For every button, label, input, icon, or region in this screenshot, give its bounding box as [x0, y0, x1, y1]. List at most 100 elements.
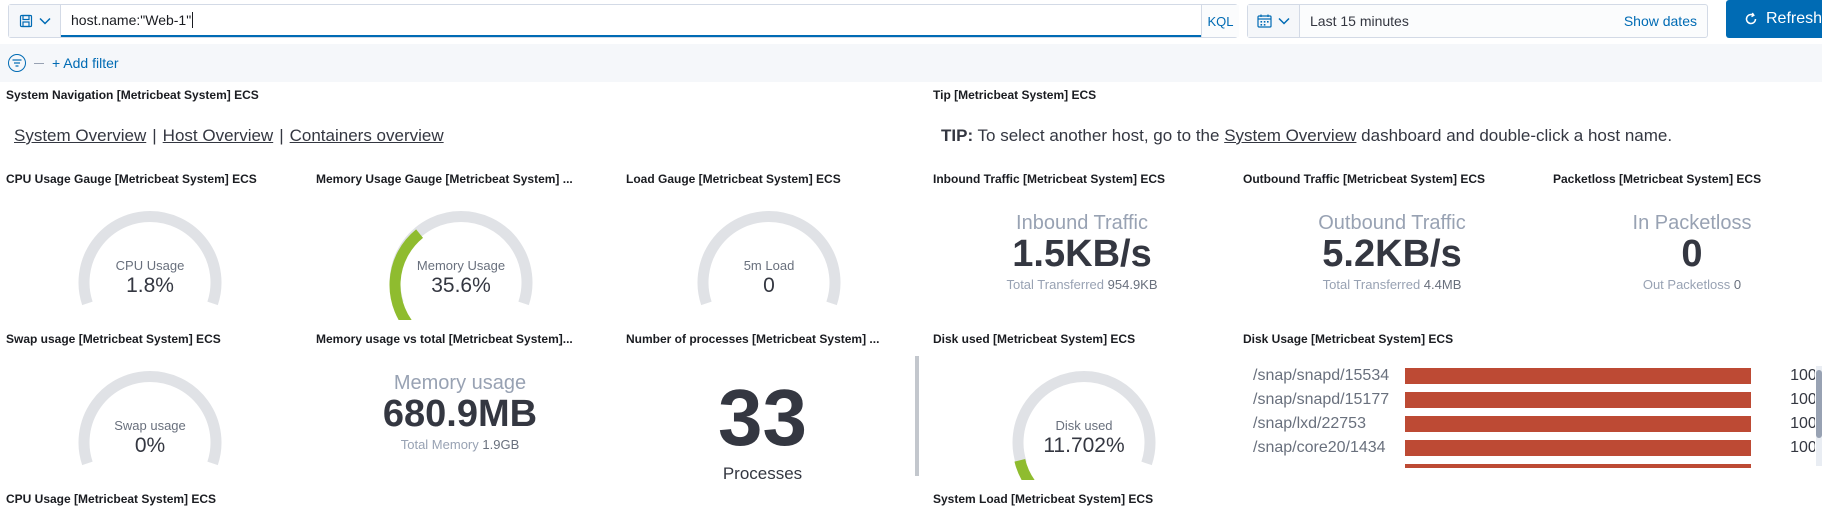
panel-title: System Load [Metricbeat System] ECS — [933, 492, 1154, 506]
gauge-fill — [1014, 458, 1035, 480]
metric-inbound: Inbound Traffic 1.5KB/s Total Transferre… — [927, 212, 1237, 292]
disk-bar — [1405, 368, 1751, 384]
metric-sub-label: Total Transferred — [1006, 277, 1105, 292]
gauge-label: Swap usage — [114, 418, 186, 433]
link-containers-overview[interactable]: Containers overview — [289, 126, 444, 145]
disk-bar — [1405, 440, 1751, 456]
query-bar: host.name:"Web-1" KQL Last 15 minutes Sh… — [0, 0, 1822, 44]
swap-gauge — [78, 371, 222, 466]
metric-sub: Out Packetloss 0 — [1557, 277, 1822, 292]
metric-packetloss: In Packetloss 0 Out Packetloss 0 — [1557, 212, 1822, 292]
panel-swap-usage: Swap usage [Metricbeat System] ECS Swap … — [0, 326, 310, 486]
metric-outbound: Outbound Traffic 5.2KB/s Total Transferr… — [1237, 212, 1547, 292]
panel-title: Tip [Metricbeat System] ECS — [933, 88, 1097, 102]
disk-row: /snap/snapd/15177 100% — [1245, 388, 1815, 412]
disk-percent: 100% — [1790, 367, 1815, 384]
metric-sub-label: Total Transferred — [1322, 277, 1421, 292]
filter-separator — [34, 62, 44, 64]
query-bar-group: host.name:"Web-1" KQL — [8, 4, 1239, 38]
query-text: host.name:"Web-1" — [71, 12, 192, 28]
disk-percent: 100% — [1790, 439, 1815, 456]
metric-label: In Packetloss — [1632, 212, 1752, 234]
panel-title: Number of processes [Metricbeat System] … — [626, 332, 880, 346]
gauge-value: 1.8% — [126, 274, 174, 297]
disk-usage-list[interactable]: /snap/snapd/15534 100% /snap/snapd/15177… — [1245, 364, 1815, 468]
chevron-down-icon — [1278, 17, 1290, 25]
panel-memory-usage-gauge: Memory Usage Gauge [Metricbeat System] .… — [310, 166, 620, 326]
metric-sub: Total Transferred 954.9KB — [927, 277, 1237, 292]
panel-cpu-usage-gauge: CPU Usage Gauge [Metricbeat System] ECS … — [0, 166, 310, 326]
process-label: Processes — [722, 464, 803, 483]
panel-title: CPU Usage [Metricbeat System] ECS — [6, 492, 217, 506]
quick-select-button[interactable] — [1248, 5, 1300, 37]
panel-tip: Tip [Metricbeat System] ECS TIP: To sele… — [927, 82, 1822, 168]
gauge-value: 0% — [134, 434, 166, 457]
disk-path: /snap/snapd/15534 — [1253, 367, 1390, 384]
gauge-track — [697, 211, 841, 306]
tip-text-before: To select another host, go to the — [973, 126, 1225, 145]
gauge-fill — [389, 229, 424, 320]
panel-system-load: System Load [Metricbeat System] ECS — [927, 486, 1822, 532]
gauge-value: 0 — [763, 274, 775, 297]
add-filter-button[interactable]: + Add filter — [52, 55, 119, 71]
panel-title: Outbound Traffic [Metricbeat System] ECS — [1243, 172, 1486, 186]
panel-load-gauge: Load Gauge [Metricbeat System] ECS 5m Lo… — [620, 166, 927, 326]
link-system-overview-tip[interactable]: System Overview — [1224, 126, 1357, 145]
metric-sub: Total Memory 1.9GB — [310, 437, 610, 452]
scrollbar-thumb[interactable] — [1816, 370, 1822, 438]
gauge-value: 11.702% — [1043, 434, 1125, 457]
panel-title: Packetloss [Metricbeat System] ECS — [1553, 172, 1762, 186]
gauge-track — [78, 371, 222, 466]
metric-label: Inbound Traffic — [1016, 212, 1148, 234]
text-cursor — [192, 12, 194, 28]
memory-gauge — [389, 211, 533, 320]
query-language-button[interactable]: KQL — [1201, 5, 1239, 37]
panel-title: Disk Usage [Metricbeat System] ECS — [1243, 332, 1454, 346]
refresh-button[interactable]: Refresh — [1726, 0, 1822, 38]
gauge-track — [78, 211, 222, 306]
disk-path: /snap/core20/1434 — [1253, 439, 1386, 456]
metric-sub: Total Transferred 4.4MB — [1237, 277, 1547, 292]
disk-row: /snap/lxd/22753 100% — [1245, 412, 1815, 436]
metric-value: 680.9MB — [382, 393, 538, 435]
load-gauge — [697, 211, 841, 306]
panel-inbound-traffic: Inbound Traffic [Metricbeat System] ECS … — [927, 166, 1237, 326]
filter-bar: + Add filter — [0, 44, 1822, 82]
metric-processes: 33 Processes — [620, 378, 905, 484]
metric-value: 0 — [1681, 233, 1703, 275]
panel-number-of-processes: Number of processes [Metricbeat System] … — [620, 326, 915, 486]
disk-bar — [1405, 416, 1751, 432]
filter-options-icon[interactable] — [8, 54, 26, 72]
process-count: 33 — [718, 373, 807, 462]
panel-cpu-usage: CPU Usage [Metricbeat System] ECS — [0, 486, 925, 532]
metric-sub-value: 4.4MB — [1423, 277, 1462, 292]
show-dates-button[interactable]: Show dates — [1623, 13, 1697, 29]
disk-path: /snap/lxd/22753 — [1253, 415, 1366, 432]
gauge-label: Disk used — [1055, 418, 1113, 433]
tip-text: TIP: To select another host, go to the S… — [941, 126, 1672, 146]
panel-title: CPU Usage Gauge [Metricbeat System] ECS — [6, 172, 257, 186]
panel-system-navigation: System Navigation [Metricbeat System] EC… — [0, 82, 925, 168]
panel-title: System Navigation [Metricbeat System] EC… — [6, 88, 259, 102]
tip-text-after: dashboard and double-click a host name. — [1356, 126, 1673, 145]
chevron-down-icon — [38, 17, 51, 25]
disk-percent: 100% — [1790, 391, 1815, 408]
refresh-label: Refresh — [1766, 10, 1822, 27]
cpu-gauge — [78, 211, 222, 306]
navigation-links: System Overview | Host Overview | Containers… — [14, 126, 444, 146]
link-system-overview[interactable]: System Overview — [14, 126, 147, 145]
metric-sub-value: 954.9KB — [1107, 277, 1158, 292]
disk-percent: 100% — [1790, 415, 1815, 432]
metric-label: Memory usage — [393, 372, 527, 394]
save-icon — [19, 14, 32, 28]
disk-path: /snap/snapd/15177 — [1253, 391, 1390, 408]
calendar-icon — [1257, 14, 1272, 28]
panel-title: Memory Usage Gauge [Metricbeat System] .… — [316, 172, 573, 186]
date-range-text[interactable]: Last 15 minutes — [1310, 13, 1409, 29]
link-host-overview[interactable]: Host Overview — [162, 126, 274, 145]
saved-query-button[interactable] — [9, 5, 61, 37]
panel-packetloss: Packetloss [Metricbeat System] ECS In Pa… — [1547, 166, 1822, 326]
query-input[interactable]: host.name:"Web-1" — [61, 5, 1201, 37]
panel-resize-handle[interactable] — [915, 356, 919, 476]
disk-bar — [1405, 464, 1751, 468]
